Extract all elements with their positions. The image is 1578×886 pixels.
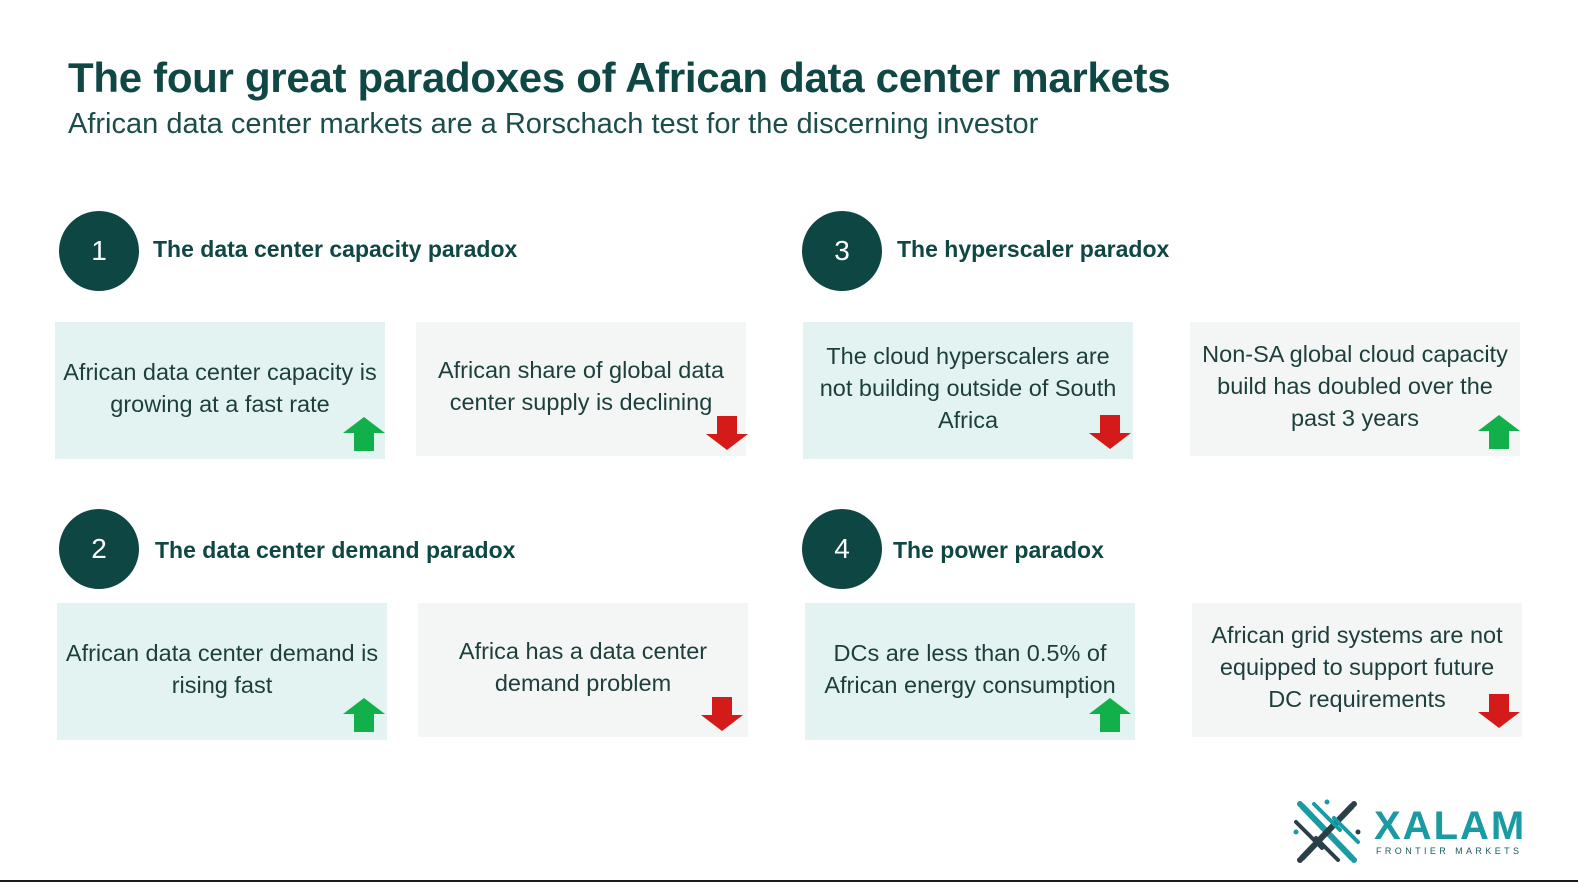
card-text: African share of global data center supp… (437, 357, 725, 415)
logo-mark-icon (1292, 798, 1362, 866)
paradox-card: African data center demand is rising fas… (57, 603, 387, 740)
paradox-card: The cloud hyperscalers are not building … (803, 322, 1133, 459)
card-text: DCs are less than 0.5% of African energy… (824, 639, 1116, 698)
paradox-title: The hyperscaler paradox (897, 236, 1170, 262)
arrow-down-icon (700, 696, 744, 732)
logo-tagline: FRONTIER MARKETS (1376, 846, 1523, 856)
paradox-title: The data center capacity paradox (153, 236, 518, 262)
card-text: African grid systems are not equipped to… (1211, 622, 1503, 712)
card-text: African data center demand is rising fas… (65, 639, 379, 698)
paradox-card: African data center capacity is growing … (55, 322, 385, 459)
paradox-number-badge: 1 (59, 211, 139, 291)
paradox-card: Africa has a data center demand problem (418, 603, 748, 737)
card-text: Non-SA global cloud capacity build has d… (1202, 341, 1508, 431)
logo-name: XALAM (1374, 804, 1527, 848)
page-subtitle: African data center markets are a Rorsch… (68, 108, 1039, 140)
company-logo: XALAM FRONTIER MARKETS (1292, 798, 1524, 866)
arrow-up-icon (1088, 697, 1132, 733)
arrow-up-icon (342, 697, 386, 733)
arrow-down-icon (1088, 414, 1132, 450)
card-text: African data center capacity is growing … (63, 358, 377, 417)
paradox-card: Non-SA global cloud capacity build has d… (1190, 322, 1520, 456)
arrow-up-icon (342, 416, 386, 452)
paradox-number-badge: 4 (802, 509, 882, 589)
arrow-down-icon (1477, 693, 1521, 729)
card-text: Africa has a data center demand problem (458, 638, 708, 696)
arrow-up-icon (1477, 414, 1521, 450)
arrow-down-icon (705, 415, 749, 451)
paradox-number-badge: 2 (59, 509, 139, 589)
footer-divider (0, 880, 1578, 882)
paradox-card: African share of global data center supp… (416, 322, 746, 456)
paradox-card: African grid systems are not equipped to… (1192, 603, 1522, 737)
card-text: The cloud hyperscalers are not building … (819, 342, 1117, 433)
paradox-title: The data center demand paradox (155, 537, 516, 563)
page-title: The four great paradoxes of African data… (68, 54, 1171, 101)
paradox-card: DCs are less than 0.5% of African energy… (805, 603, 1135, 740)
paradox-number-badge: 3 (802, 211, 882, 291)
paradox-title: The power paradox (893, 537, 1104, 563)
